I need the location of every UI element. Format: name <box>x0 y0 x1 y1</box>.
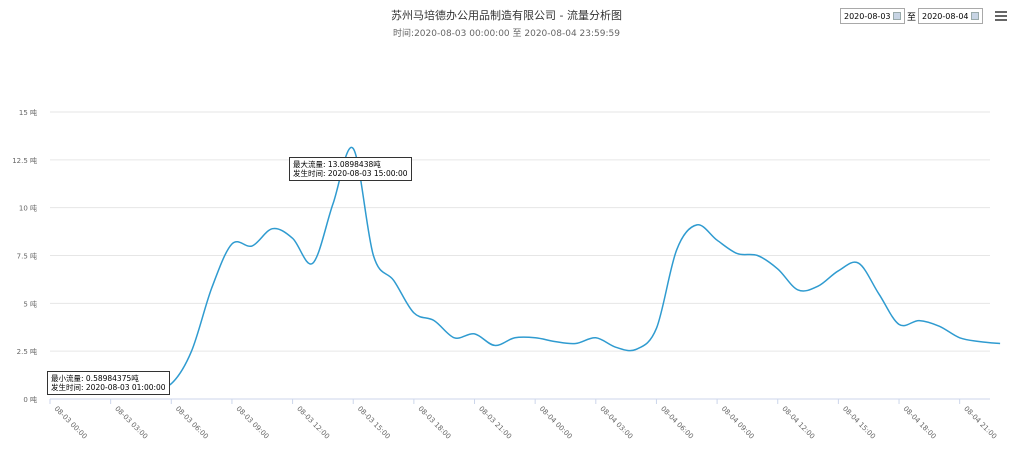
y-tick-label: 10 吨 <box>19 204 37 213</box>
max-flow-time: 发生时间: 2020-08-03 15:00:00 <box>293 169 408 178</box>
min-flow-time: 发生时间: 2020-08-03 01:00:00 <box>51 383 166 392</box>
x-tick-label: 08-04 18:00 <box>902 405 938 441</box>
y-tick-label: 12.5 吨 <box>12 156 37 165</box>
y-tick-label: 7.5 吨 <box>17 252 37 261</box>
y-tick-label: 2.5 吨 <box>17 347 37 356</box>
date-separator: 至 <box>907 12 917 23</box>
calendar-icon[interactable] <box>971 12 980 20</box>
chart-title: 苏州马培德办公用品制造有限公司 - 流量分析图 <box>391 9 622 22</box>
x-axis: 08-03 00:00 08-03 03:00 08-03 06:00 08-03 0… <box>49 398 998 441</box>
date-range-picker: 2020-08-03 至 2020-08-04 <box>840 8 984 24</box>
x-tick-label: 08-03 09:00 <box>235 405 271 441</box>
max-flow-value: 最大流量: 13.0898438吨 <box>293 160 381 169</box>
end-date-value: 2020-08-04 <box>922 11 969 21</box>
min-flow-value: 最小流量: 0.58984375吨 <box>51 374 139 383</box>
series-layer <box>70 146 1001 389</box>
x-tick-label: 08-04 00:00 <box>538 405 574 441</box>
x-tick-label: 08-03 21:00 <box>477 405 513 441</box>
x-tick-label: 08-04 06:00 <box>659 405 695 441</box>
x-tick-label: 08-03 15:00 <box>356 405 392 441</box>
x-tick-label: 08-04 12:00 <box>780 405 816 441</box>
x-tick-label: 08-03 06:00 <box>174 405 210 441</box>
chart-subtitle: 时间:2020-08-03 00:00:00 至 2020-08-04 23:5… <box>393 29 620 39</box>
x-tick-label: 08-03 18:00 <box>416 405 452 441</box>
y-tick-label: 0 吨 <box>23 395 37 404</box>
x-tick-label: 08-03 00:00 <box>53 405 89 441</box>
start-date-input[interactable]: 2020-08-03 <box>840 8 905 24</box>
max-flow-tooltip: 最大流量: 13.0898438吨 发生时间: 2020-08-03 15:00… <box>289 157 412 181</box>
x-tick-label: 08-04 09:00 <box>720 405 756 441</box>
x-tick-label: 08-04 03:00 <box>598 405 634 441</box>
flow-series-line <box>70 146 1001 389</box>
x-tick-label: 08-03 03:00 <box>113 405 149 441</box>
x-tick-label: 08-04 15:00 <box>841 405 877 441</box>
grid-lines <box>50 111 990 352</box>
y-axis-tick-labels: 0 吨 2.5 吨 5 吨 7.5 吨 10 吨 12.5 吨 15 吨 <box>12 108 37 404</box>
start-date-value: 2020-08-03 <box>844 11 891 21</box>
hamburger-menu-icon[interactable] <box>995 11 1007 23</box>
x-tick-label: 08-04 21:00 <box>962 405 998 441</box>
end-date-input[interactable]: 2020-08-04 <box>918 8 984 24</box>
calendar-icon[interactable] <box>893 12 901 20</box>
y-tick-label: 15 吨 <box>19 108 37 117</box>
y-tick-label: 5 吨 <box>23 299 37 308</box>
x-tick-label: 08-03 12:00 <box>295 405 331 441</box>
min-flow-tooltip: 最小流量: 0.58984375吨 发生时间: 2020-08-03 01:00… <box>47 371 170 395</box>
